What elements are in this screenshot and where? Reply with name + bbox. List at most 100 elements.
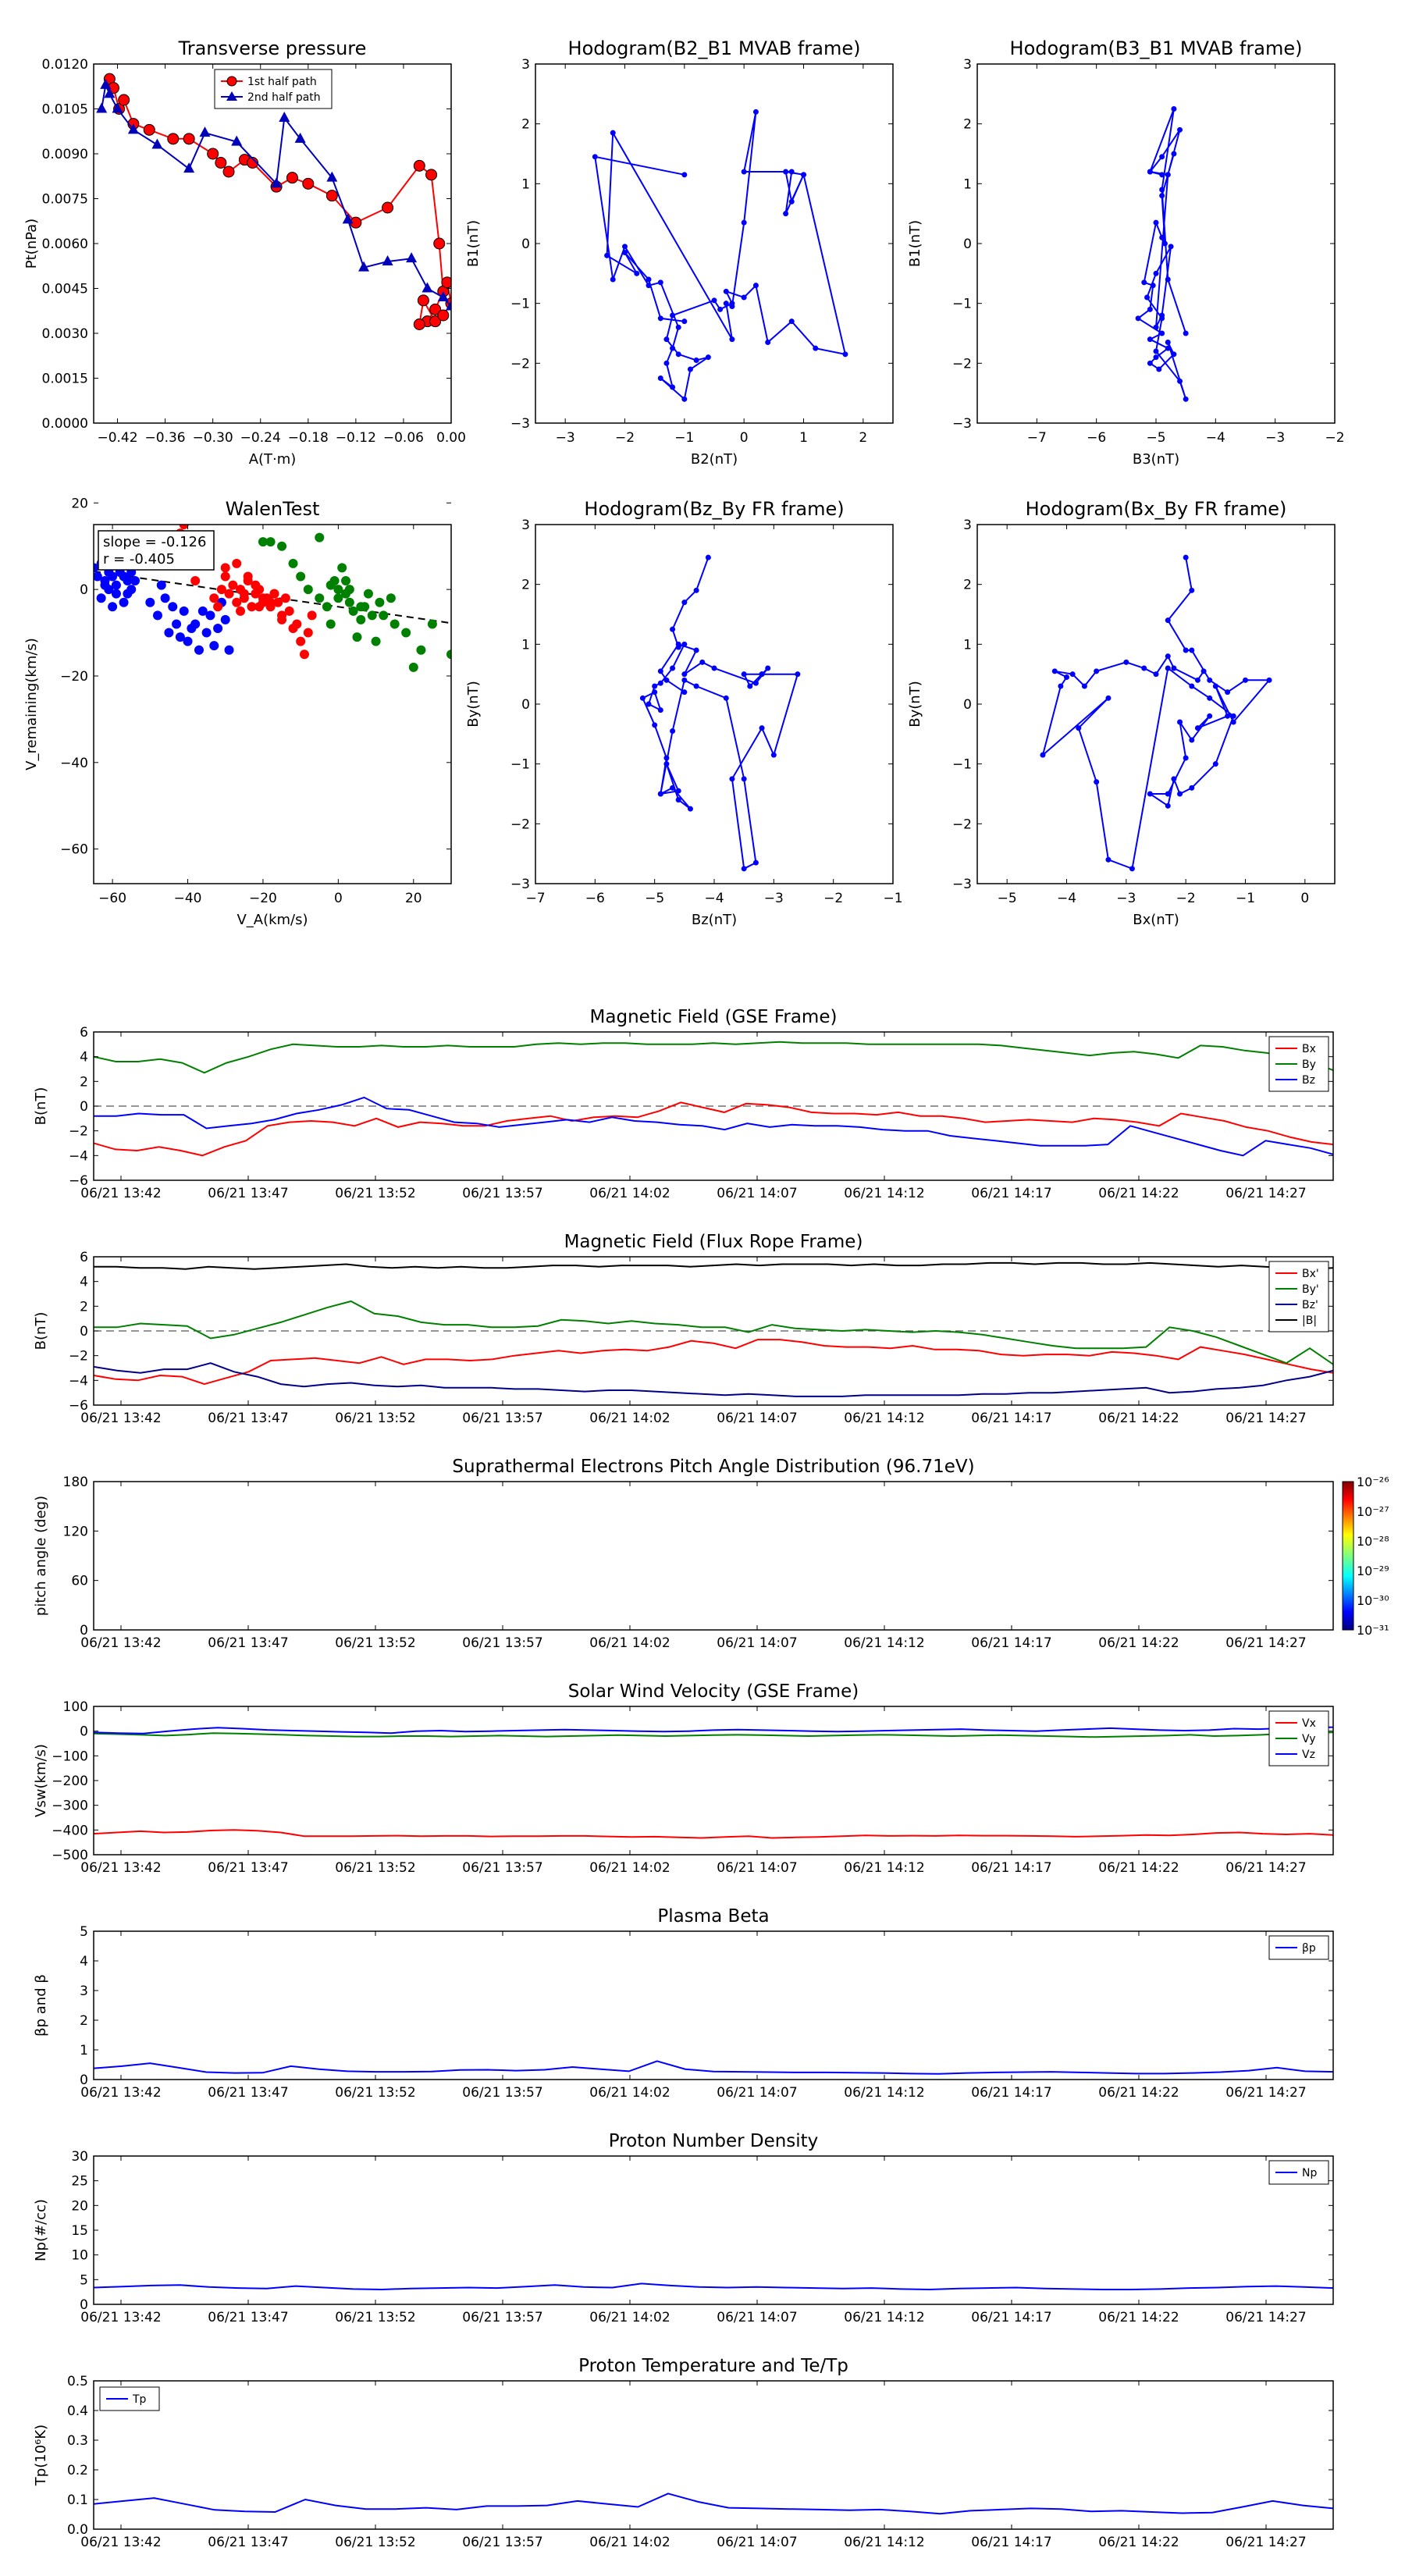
series-2ndhalfpath-point	[96, 102, 108, 113]
series-0-point	[741, 294, 747, 301]
series-0-point	[108, 571, 118, 582]
x-tick-label: 06/21 13:47	[208, 1411, 288, 1426]
x-tick-label: −3	[1265, 430, 1285, 446]
y-tick-label: −6	[69, 1398, 88, 1414]
x-tick-label: 06/21 13:52	[335, 2085, 415, 2101]
y-tick-label: −2	[69, 1349, 88, 1364]
y-tick-label: 1	[521, 637, 530, 653]
series-0-point	[646, 701, 652, 707]
legend-label: |B|	[1302, 1315, 1317, 1327]
legend-label: Tp	[132, 2393, 147, 2406]
series-0-point	[663, 761, 670, 767]
y-tick-label: 0	[80, 1099, 88, 1115]
y-axis-label: pitch angle (deg)	[33, 1496, 49, 1616]
series-0-point	[652, 683, 658, 689]
y-tick-label: −1	[510, 297, 530, 312]
y-tick-label: 0.1	[67, 2492, 88, 2508]
x-tick-label: 06/21 13:42	[80, 1186, 161, 1201]
series-0-point	[687, 366, 693, 372]
annotation-line: slope = -0.126	[103, 534, 206, 550]
x-tick-label: −4	[1206, 430, 1225, 446]
x-tick-label: −3	[1116, 891, 1136, 906]
y-tick-label: 2	[80, 2013, 88, 2029]
series-0-point	[209, 641, 219, 651]
series-0-point	[813, 345, 819, 351]
x-tick-label: −4	[704, 891, 724, 906]
series-2-point	[367, 610, 377, 621]
y-tick-label: −100	[52, 1749, 88, 1764]
series-1sthalfpath-point	[247, 157, 259, 169]
series-0-point	[1177, 719, 1183, 725]
series-2ndhalfpath-point	[271, 177, 283, 188]
y-tick-label: 0.0030	[42, 326, 88, 342]
series-1-point	[284, 606, 294, 616]
plot-area	[94, 1041, 1333, 1157]
y-tick-label: 4	[80, 1050, 88, 1066]
series-2-point	[315, 532, 325, 543]
series-1-point	[179, 525, 189, 529]
series-0-point	[675, 797, 681, 803]
series-0-point	[657, 680, 663, 686]
series-1-point	[213, 602, 223, 612]
y-tick-label: 5	[80, 1924, 88, 1940]
y-tick-label: 30	[71, 2149, 88, 2165]
series-2-point	[344, 585, 354, 595]
y-tick-label: −2	[510, 817, 530, 832]
x-tick-label: 06/21 14:07	[717, 1186, 797, 1201]
series-0-point	[693, 358, 699, 363]
y-tick-label: 100	[63, 1699, 88, 1715]
series-1sthalfpath-point	[425, 169, 438, 181]
series-0-point	[224, 645, 234, 655]
series-0-point	[187, 624, 197, 634]
y-tick-label: 3	[963, 57, 972, 73]
series-0-point	[1051, 668, 1058, 674]
series-vy-line	[94, 1731, 1333, 1738]
series-0-point	[1212, 761, 1218, 767]
series-0-point	[1105, 856, 1112, 863]
x-tick-label: 06/21 13:52	[335, 2310, 415, 2325]
series-2ndhalfpath-point	[446, 300, 451, 311]
series-0-point	[1225, 713, 1231, 719]
series-0-point	[729, 336, 735, 343]
series-bz-line	[94, 1362, 1333, 1397]
series-0-point	[765, 340, 771, 345]
y-tick-label: 20	[71, 496, 88, 511]
y-tick-label: 2	[963, 117, 972, 133]
y-tick-label: 0	[521, 697, 530, 713]
series-0-point	[1147, 360, 1153, 366]
colorbar-tick-label: 10⁻²⁹	[1357, 1564, 1389, 1578]
axes-frame	[93, 524, 452, 884]
annotation-box	[98, 530, 215, 571]
x-axis-label: V_A(km/s)	[237, 912, 308, 928]
series-0-point	[1076, 725, 1082, 731]
x-tick-label: −0.06	[383, 430, 424, 446]
series-0-point	[723, 288, 729, 294]
series-0-point	[1153, 354, 1159, 361]
x-tick-label: 06/21 14:17	[971, 1635, 1051, 1651]
legend-label: Vz	[1302, 1749, 1315, 1761]
x-tick-label: 06/21 14:22	[1098, 1411, 1179, 1426]
series-1sthalfpath-point	[302, 177, 315, 190]
series-0-point	[1159, 330, 1165, 336]
x-tick-label: 06/21 13:57	[462, 1186, 542, 1201]
series-0-point	[145, 597, 155, 607]
colorbar-tick-label: 10⁻³¹	[1357, 1623, 1389, 1638]
series-2ndhalfpath-point	[127, 123, 139, 134]
legend-label: Bx'	[1302, 1268, 1319, 1280]
y-tick-label: 0.5	[67, 2374, 88, 2389]
series-bx-line	[94, 1101, 1333, 1157]
series-0-point	[1159, 154, 1165, 160]
series-1sthalfpath-point	[118, 94, 130, 106]
series-1sthalfpath-point	[183, 133, 195, 145]
series-0-point	[1165, 340, 1171, 345]
series-0-point	[1153, 324, 1159, 330]
y-axis-label: V_remaining(km/s)	[23, 638, 40, 770]
series-1sthalfpath-point	[167, 133, 180, 145]
series-1sthalfpath-point	[429, 303, 442, 315]
series-0-point	[220, 614, 230, 624]
x-tick-label: −5	[645, 891, 664, 906]
series-0-point	[164, 628, 174, 638]
series-0-point	[1141, 279, 1147, 286]
series-0-point	[652, 689, 658, 696]
series-0-point	[752, 859, 759, 866]
